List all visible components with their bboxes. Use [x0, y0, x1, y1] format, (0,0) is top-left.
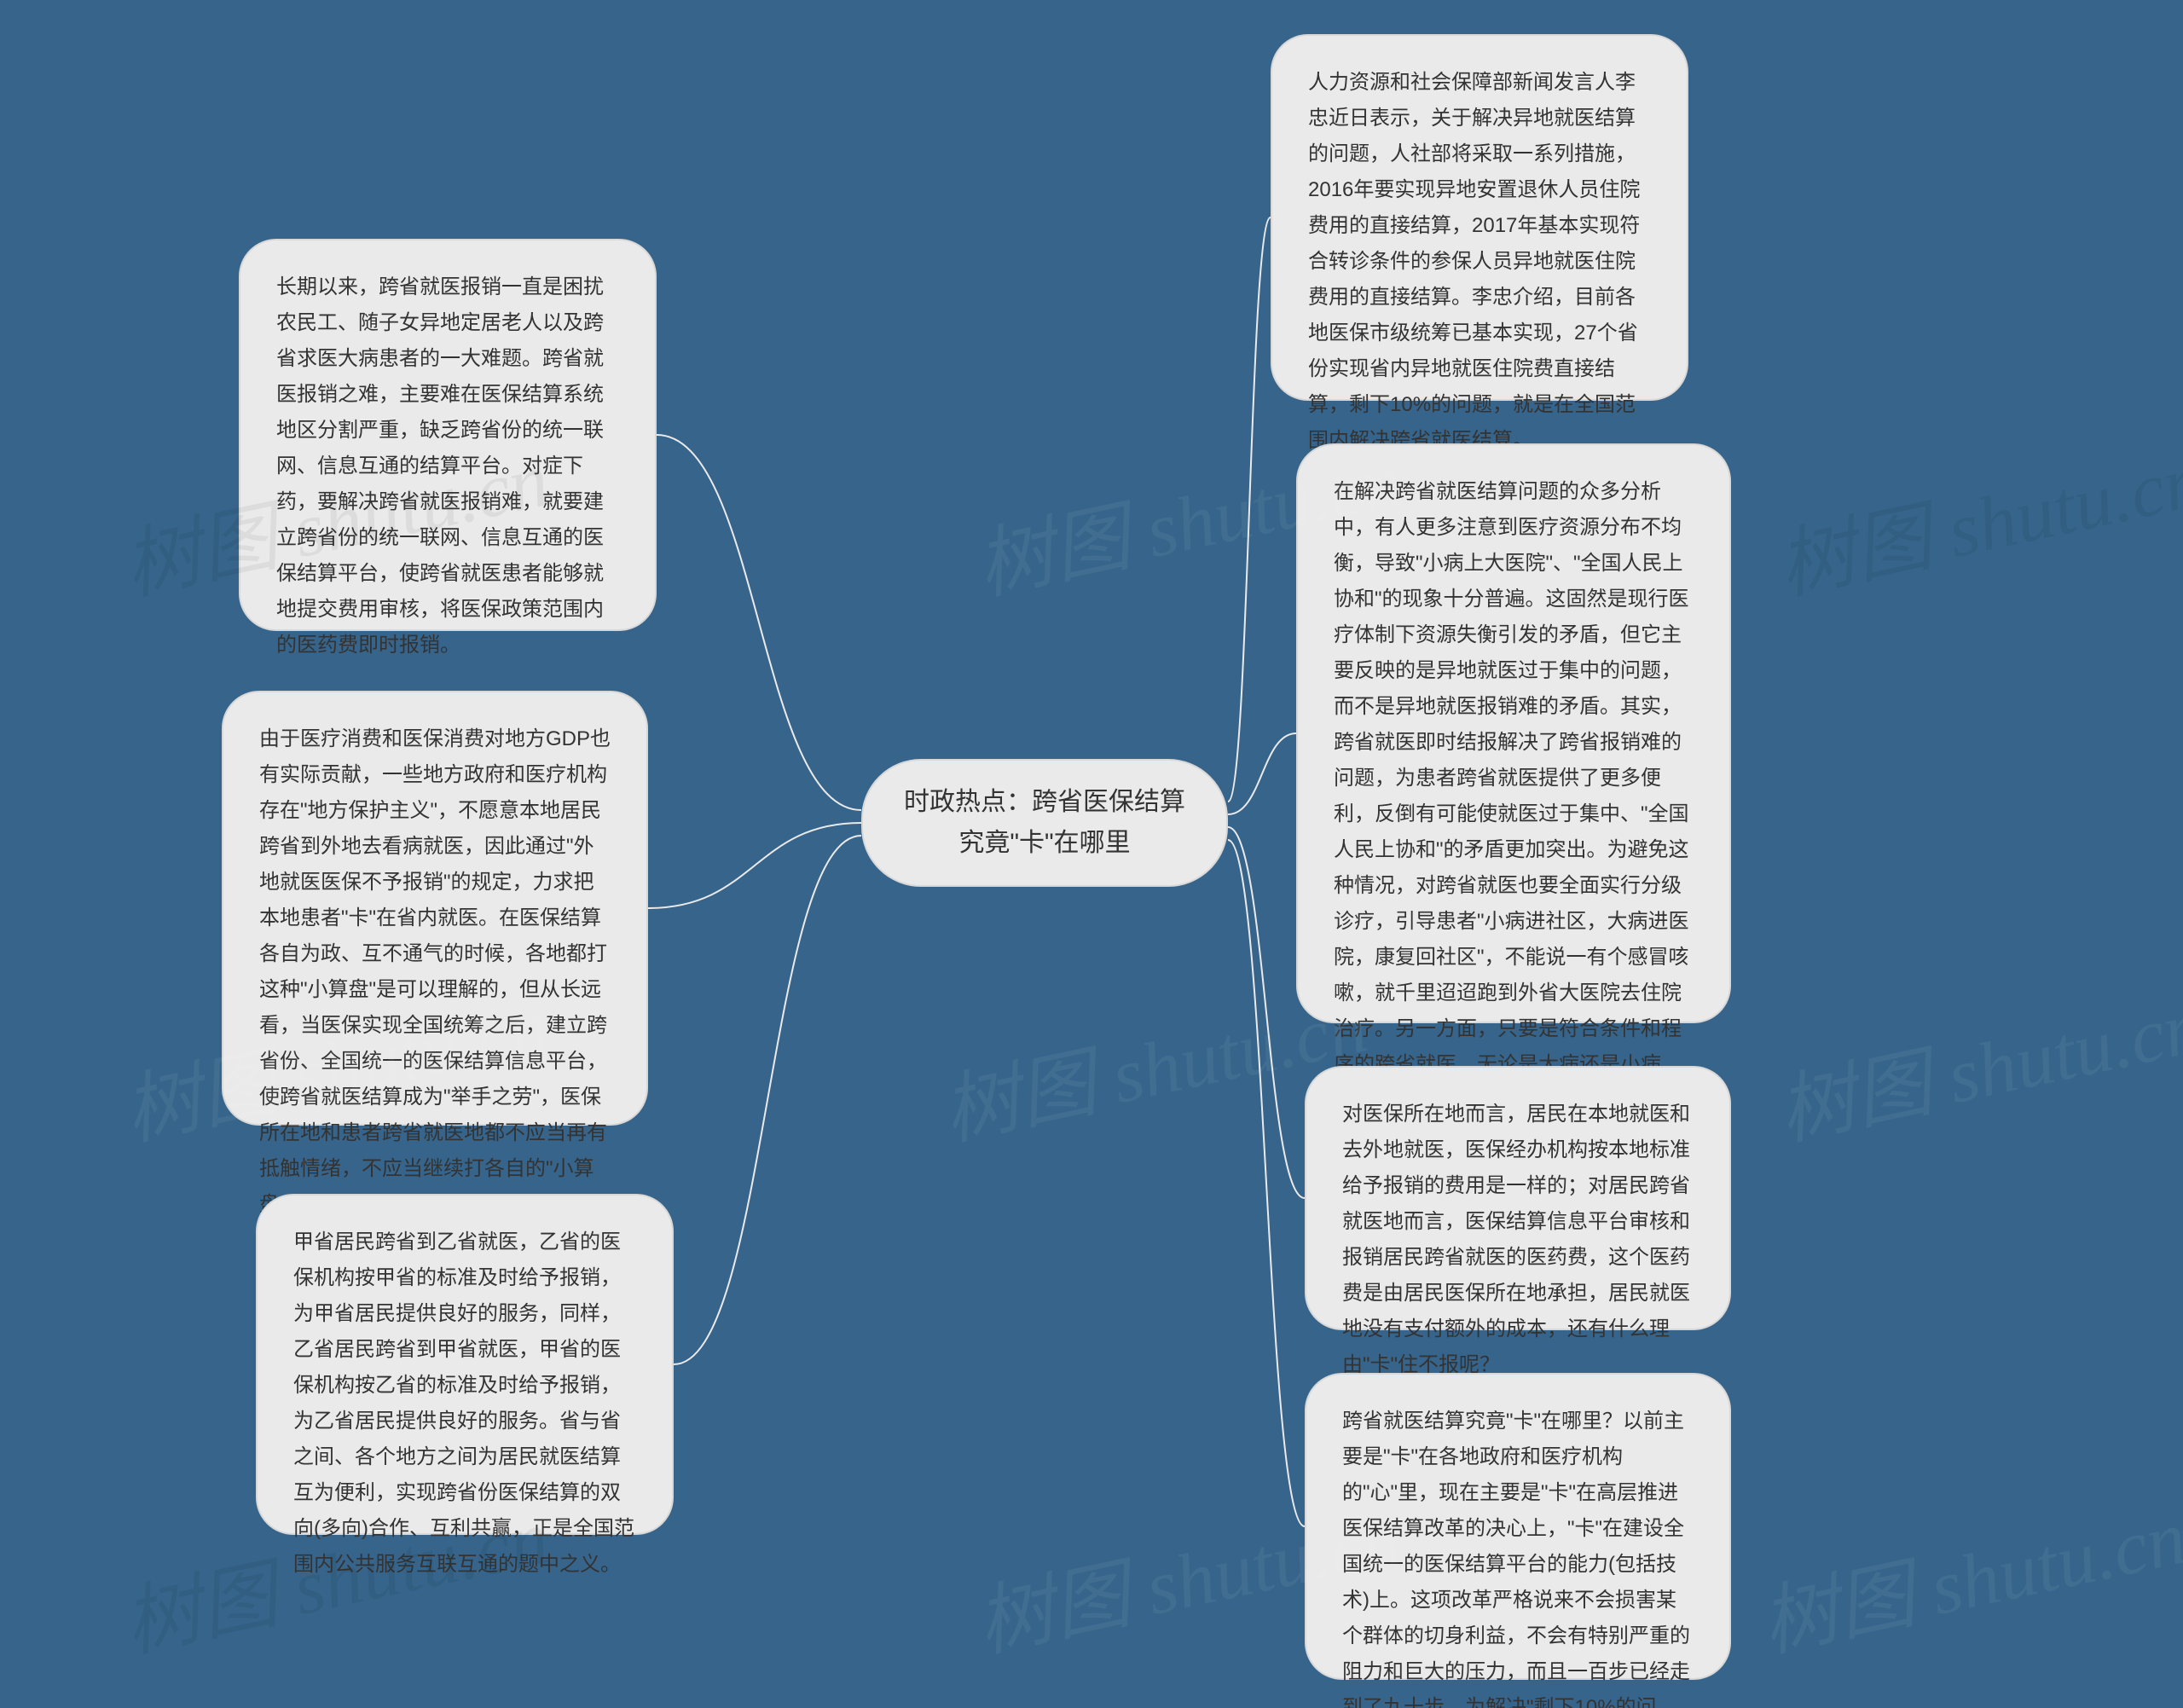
- right-branch-text: 跨省就医结算究竟"卡"在哪里？以前主要是"卡"在各地政府和医疗机构的"心"里，现…: [1342, 1410, 1690, 1708]
- right-branch-node[interactable]: 在解决跨省就医结算问题的众多分析中，有人更多注意到医疗资源分布不均衡，导致"小病…: [1296, 443, 1731, 1023]
- left-branch-text: 由于医疗消费和医保消费对地方GDP也有实际贡献，一些地方政府和医疗机构存在"地方…: [259, 727, 611, 1216]
- watermark-text: 树图 shutu.cn: [1750, 1474, 2183, 1672]
- left-branch-text: 长期以来，跨省就医报销一直是困扰农民工、随子女异地定居老人以及跨省求医大病患者的…: [276, 275, 604, 657]
- right-branch-node[interactable]: 对医保所在地而言，居民在本地就医和去外地就医，医保经办机构按本地标准给予报销的费…: [1305, 1066, 1731, 1330]
- right-branch-text: 对医保所在地而言，居民在本地就医和去外地就医，医保经办机构按本地标准给予报销的费…: [1342, 1103, 1690, 1376]
- mindmap-root-node[interactable]: 时政热点：跨省医保结算 究竟"卡"在哪里: [861, 759, 1228, 887]
- right-branch-node[interactable]: 跨省就医结算究竟"卡"在哪里？以前主要是"卡"在各地政府和医疗机构的"心"里，现…: [1305, 1373, 1731, 1680]
- mindmap-edge: [1228, 733, 1296, 814]
- root-label: 时政热点：跨省医保结算 究竟"卡"在哪里: [897, 782, 1192, 864]
- left-branch-node[interactable]: 长期以来，跨省就医报销一直是困扰农民工、随子女异地定居老人以及跨省求医大病患者的…: [239, 239, 657, 631]
- mindmap-edge: [657, 435, 861, 810]
- mindmap-edge: [674, 836, 861, 1364]
- mindmap-edge: [1228, 217, 1271, 802]
- mindmap-edge: [1228, 827, 1305, 1198]
- right-branch-node[interactable]: 人力资源和社会保障部新闻发言人李忠近日表示，关于解决异地就医结算的问题，人社部将…: [1271, 34, 1688, 401]
- right-branch-text: 人力资源和社会保障部新闻发言人李忠近日表示，关于解决异地就医结算的问题，人社部将…: [1308, 71, 1640, 452]
- mindmap-edge: [1228, 840, 1305, 1526]
- mindmap-edge: [648, 823, 861, 908]
- watermark-text: 树图 shutu.cn: [1767, 963, 2183, 1161]
- left-branch-node[interactable]: 甲省居民跨省到乙省就医，乙省的医保机构按甲省的标准及时给予报销，为甲省居民提供良…: [256, 1194, 674, 1535]
- left-branch-text: 甲省居民跨省到乙省就医，乙省的医保机构按甲省的标准及时给予报销，为甲省居民提供良…: [293, 1230, 634, 1576]
- left-branch-node[interactable]: 由于医疗消费和医保消费对地方GDP也有实际贡献，一些地方政府和医疗机构存在"地方…: [222, 691, 648, 1126]
- watermark-text: 树图 shutu.cn: [1767, 417, 2183, 615]
